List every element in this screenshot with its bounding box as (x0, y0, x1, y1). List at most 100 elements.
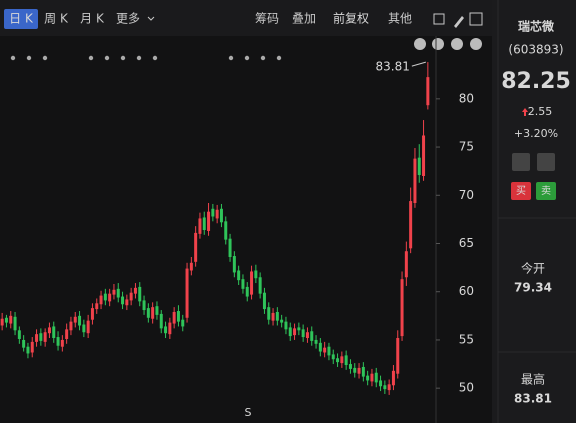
candle-body (245, 286, 249, 297)
zoom-out[interactable] (414, 38, 426, 50)
candle-body (391, 370, 395, 386)
candle-body (357, 367, 361, 374)
candle-body (353, 367, 357, 373)
candle-body (288, 327, 292, 337)
candle-body (207, 211, 211, 231)
candle-body (56, 337, 60, 346)
candle-body (396, 338, 400, 374)
candle-body (422, 135, 426, 176)
candle-body (202, 217, 206, 230)
high-label: 最高 (521, 372, 545, 387)
candle-body (336, 358, 340, 363)
candle-body (78, 315, 82, 326)
settings[interactable] (451, 38, 463, 50)
candle-body (344, 355, 348, 366)
candle-body (4, 317, 8, 323)
tool[interactable]: 叠加 (292, 12, 316, 26)
toolbar (0, 0, 492, 36)
tool[interactable]: 其他 (388, 12, 412, 26)
candle-body (327, 346, 331, 356)
tab[interactable]: 更多 (116, 12, 140, 26)
candle-body (387, 384, 391, 391)
candle-body (69, 321, 73, 331)
marker-dot (120, 55, 126, 61)
buy-button[interactable] (511, 182, 531, 200)
candle-body (9, 315, 13, 324)
candle-body (228, 238, 232, 258)
candle-body (133, 287, 137, 294)
candle-body (417, 157, 421, 176)
candle-body (370, 373, 374, 382)
marker-dot (26, 55, 32, 61)
price: 82.25 (501, 69, 571, 94)
open-label: 今开 (521, 261, 545, 276)
candle-body (86, 320, 90, 334)
tab[interactable]: 周 K (44, 12, 69, 26)
sell-button[interactable] (536, 182, 556, 200)
buy-label[interactable]: 买 (516, 185, 526, 197)
candle-body (314, 339, 318, 344)
candle-body (116, 288, 120, 298)
candle-body (271, 312, 275, 321)
candle-body (176, 311, 180, 322)
tab-active[interactable] (4, 9, 38, 29)
y-tick-label: 60 (459, 284, 474, 298)
candle-body (99, 295, 103, 305)
candle-body (0, 318, 4, 326)
stock-code: (603893) (508, 43, 563, 57)
candle-body (13, 316, 17, 331)
candle-body (90, 308, 94, 320)
signal-marker: S (245, 406, 252, 419)
candle-body (146, 308, 150, 318)
candle-body (26, 346, 30, 354)
tab[interactable]: 日 K (9, 12, 34, 26)
candle-body (35, 334, 39, 342)
candle-body (52, 326, 56, 339)
marker-dot (136, 55, 142, 61)
marker-dot (88, 55, 94, 61)
candle-body (211, 208, 215, 217)
zoom-in[interactable] (432, 38, 444, 50)
candle-body (198, 218, 202, 234)
candle-body (426, 77, 430, 106)
candle-body (280, 319, 284, 323)
sell-label[interactable]: 卖 (541, 185, 551, 197)
candle-body (297, 327, 301, 331)
close[interactable] (470, 38, 482, 50)
tab[interactable]: 月 K (80, 12, 105, 26)
candle-body (39, 333, 43, 341)
candle-body (301, 329, 305, 338)
candle-body (121, 296, 125, 305)
grid-icon[interactable] (433, 13, 445, 25)
y-tick-label: 55 (459, 332, 474, 346)
y-tick-label: 80 (459, 91, 474, 105)
tool[interactable]: 前复权 (333, 11, 369, 26)
tool[interactable]: 筹码 (255, 12, 279, 26)
candle-body (181, 319, 185, 327)
y-tick-label: 50 (459, 381, 474, 395)
alert-button[interactable] (537, 153, 555, 171)
candle-body (155, 306, 159, 315)
candle-body (413, 158, 417, 203)
candle-body (310, 331, 314, 341)
candle-body (172, 311, 176, 324)
candle-body (151, 307, 155, 319)
candle-body (129, 292, 133, 301)
candle-body (47, 327, 51, 334)
candle-body (215, 209, 219, 219)
chart-controls (414, 38, 482, 50)
candle-body (379, 380, 383, 387)
pen-icon[interactable] (454, 16, 464, 28)
y-tick-label: 70 (459, 188, 474, 202)
candle-body (348, 364, 352, 369)
marker-dot (152, 55, 158, 61)
add-button[interactable] (512, 153, 530, 171)
marker-dot (228, 55, 234, 61)
expand-icon[interactable] (469, 12, 483, 26)
candle-body (103, 293, 107, 301)
candle-body (142, 300, 146, 311)
candle-body (383, 385, 387, 390)
candle-body (323, 347, 327, 353)
quote-panel (492, 0, 576, 423)
